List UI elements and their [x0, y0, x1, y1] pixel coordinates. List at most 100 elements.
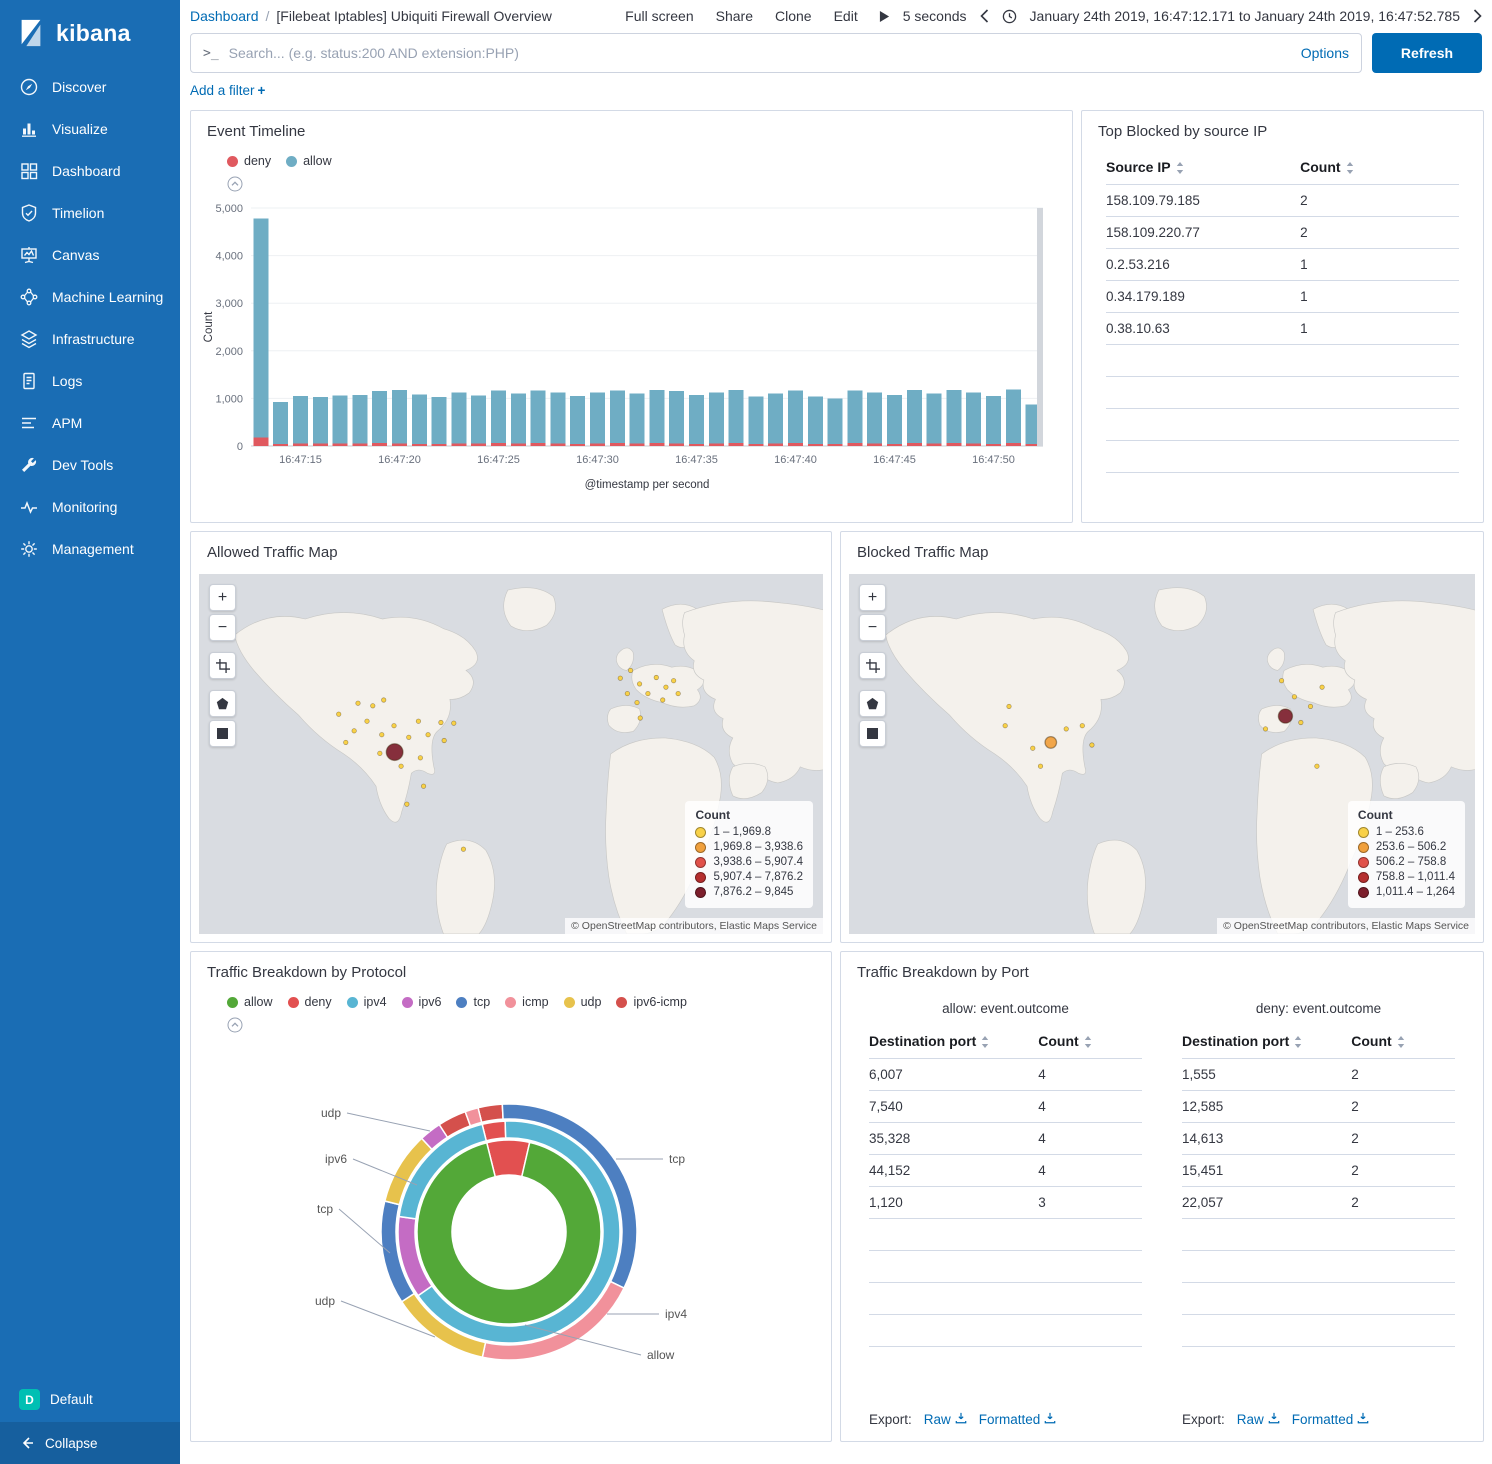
- time-back-button[interactable]: [980, 9, 989, 23]
- map-marker[interactable]: [461, 847, 466, 852]
- map-zoom-in-button[interactable]: +: [209, 584, 236, 611]
- map-marker[interactable]: [439, 720, 444, 725]
- sidebar-item-dashboard[interactable]: Dashboard: [0, 150, 180, 192]
- column-header-source-ip[interactable]: Source IP: [1106, 150, 1300, 185]
- legend-item-ipv6[interactable]: ipv6: [402, 995, 442, 1009]
- legend-item-deny[interactable]: deny: [227, 154, 271, 168]
- map-marker[interactable]: [1315, 764, 1320, 769]
- search-input[interactable]: [229, 45, 1291, 61]
- search-bar[interactable]: >_ Options: [190, 33, 1362, 73]
- map-marker[interactable]: [344, 740, 349, 745]
- export-raw-link[interactable]: Raw: [1237, 1412, 1280, 1427]
- blocked-traffic-map[interactable]: +− Count 1 – 253.6253.6 – 506.2506.2 – 7…: [849, 574, 1475, 934]
- map-marker[interactable]: [336, 712, 341, 717]
- map-marker[interactable]: [405, 802, 410, 807]
- legend-item-tcp[interactable]: tcp: [456, 995, 490, 1009]
- map-marker[interactable]: [671, 678, 676, 683]
- map-marker[interactable]: [618, 676, 623, 681]
- map-marker[interactable]: [637, 682, 642, 687]
- sidebar-item-dev-tools[interactable]: Dev Tools: [0, 444, 180, 486]
- map-marker[interactable]: [407, 735, 412, 740]
- sidebar-item-infrastructure[interactable]: Infrastructure: [0, 318, 180, 360]
- menu-edit[interactable]: Edit: [834, 8, 858, 24]
- map-marker[interactable]: [1038, 764, 1043, 769]
- map-marker[interactable]: [356, 701, 361, 706]
- map-marker[interactable]: [371, 704, 376, 709]
- map-marker[interactable]: [426, 732, 431, 737]
- map-polygon-tool-button[interactable]: [209, 690, 236, 717]
- legend-item-deny[interactable]: deny: [288, 995, 332, 1009]
- legend-item-allow[interactable]: allow: [227, 995, 273, 1009]
- sidebar-item-logs[interactable]: Logs: [0, 360, 180, 402]
- donut-segment-ipv6-icmp[interactable]: [478, 1104, 503, 1122]
- map-marker[interactable]: [646, 691, 651, 696]
- map-zoom-out-button[interactable]: −: [209, 614, 236, 641]
- sidebar-item-discover[interactable]: Discover: [0, 66, 180, 108]
- map-marker[interactable]: [654, 675, 659, 680]
- legend-item-udp[interactable]: udp: [564, 995, 602, 1009]
- map-marker[interactable]: [1003, 723, 1008, 728]
- legend-item-allow[interactable]: allow: [286, 154, 332, 168]
- event-timeline-chart[interactable]: 01,0002,0003,0004,0005,00016:47:1516:47:…: [199, 194, 1059, 496]
- sidebar-item-apm[interactable]: APM: [0, 402, 180, 444]
- legend-collapse-icon[interactable]: [191, 1009, 831, 1033]
- column-header-destination-port[interactable]: Destination port: [869, 1024, 1038, 1059]
- map-marker[interactable]: [1263, 727, 1268, 732]
- map-marker[interactable]: [399, 764, 404, 769]
- refresh-interval[interactable]: 5 seconds: [903, 8, 967, 24]
- map-crop-tool-button[interactable]: [209, 652, 236, 679]
- map-marker[interactable]: [442, 738, 447, 743]
- export-formatted-link[interactable]: Formatted: [979, 1412, 1057, 1427]
- map-square-tool-button[interactable]: [859, 720, 886, 747]
- sidebar-item-machine-learning[interactable]: Machine Learning: [0, 276, 180, 318]
- map-marker[interactable]: [421, 784, 426, 789]
- legend-collapse-icon[interactable]: [191, 168, 1072, 192]
- legend-item-icmp[interactable]: icmp: [505, 995, 548, 1009]
- menu-full-screen[interactable]: Full screen: [625, 8, 693, 24]
- map-zoom-out-button[interactable]: −: [859, 614, 886, 641]
- column-header-count[interactable]: Count: [1351, 1024, 1455, 1059]
- sidebar-item-management[interactable]: Management: [0, 528, 180, 570]
- sidebar-item-monitoring[interactable]: Monitoring: [0, 486, 180, 528]
- column-header-count[interactable]: Count: [1038, 1024, 1142, 1059]
- map-marker[interactable]: [625, 691, 630, 696]
- map-marker[interactable]: [1320, 685, 1325, 690]
- map-marker[interactable]: [1292, 695, 1297, 700]
- map-marker[interactable]: [628, 668, 633, 673]
- map-marker[interactable]: [380, 732, 385, 737]
- map-marker[interactable]: [676, 691, 681, 696]
- sidebar-item-visualize[interactable]: Visualize: [0, 108, 180, 150]
- map-marker[interactable]: [416, 719, 421, 724]
- map-marker[interactable]: [381, 698, 386, 703]
- menu-clone[interactable]: Clone: [775, 8, 812, 24]
- map-marker[interactable]: [1299, 720, 1304, 725]
- collapse-button[interactable]: Collapse: [0, 1422, 180, 1464]
- legend-item-ipv6-icmp[interactable]: ipv6-icmp: [616, 995, 687, 1009]
- time-forward-button[interactable]: [1473, 9, 1482, 23]
- space-switcher[interactable]: D Default: [0, 1377, 180, 1422]
- map-zoom-in-button[interactable]: +: [859, 584, 886, 611]
- map-marker[interactable]: [352, 729, 357, 734]
- map-polygon-tool-button[interactable]: [859, 690, 886, 717]
- protocol-donut-chart[interactable]: tcpipv4allowudpipv6tcpudp: [191, 1035, 831, 1425]
- refresh-button[interactable]: Refresh: [1372, 33, 1482, 73]
- sidebar-item-timelion[interactable]: Timelion: [0, 192, 180, 234]
- column-header-count[interactable]: Count: [1300, 150, 1459, 185]
- map-marker[interactable]: [365, 719, 370, 724]
- play-button[interactable]: [879, 10, 890, 23]
- export-raw-link[interactable]: Raw: [924, 1412, 967, 1427]
- allowed-traffic-map[interactable]: +− Count 1 – 1,969.81,969.8 – 3,938.63,9…: [199, 574, 823, 934]
- map-marker[interactable]: [1090, 743, 1095, 748]
- menu-share[interactable]: Share: [716, 8, 753, 24]
- map-marker[interactable]: [664, 685, 669, 690]
- map-marker[interactable]: [392, 723, 397, 728]
- map-marker[interactable]: [1031, 746, 1036, 751]
- map-marker[interactable]: [1308, 704, 1313, 709]
- sidebar-item-canvas[interactable]: Canvas: [0, 234, 180, 276]
- map-marker[interactable]: [452, 721, 457, 726]
- map-marker[interactable]: [1064, 727, 1069, 732]
- map-marker[interactable]: [1045, 737, 1057, 749]
- map-marker[interactable]: [386, 744, 403, 761]
- time-range[interactable]: January 24th 2019, 16:47:12.171 to Janua…: [1030, 8, 1460, 24]
- column-header-destination-port[interactable]: Destination port: [1182, 1024, 1351, 1059]
